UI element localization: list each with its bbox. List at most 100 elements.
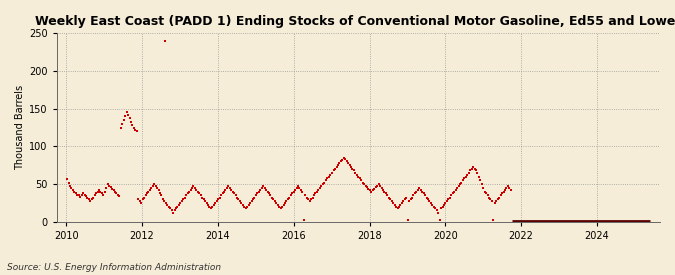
Point [63, 180, 74, 185]
Point [227, 189, 238, 194]
Point [147, 183, 158, 188]
Point [343, 161, 354, 165]
Point [272, 203, 283, 207]
Point [347, 167, 358, 171]
Point [386, 199, 397, 203]
Point [249, 196, 260, 200]
Point [133, 197, 144, 201]
Point [256, 186, 267, 190]
Point [98, 192, 109, 197]
Point [293, 183, 304, 188]
Point [182, 191, 193, 195]
Point [248, 197, 259, 201]
Point [348, 168, 359, 173]
Point [148, 182, 159, 186]
Point [205, 206, 216, 210]
Point [261, 188, 271, 192]
Text: Source: U.S. Energy Information Administration: Source: U.S. Energy Information Administ… [7, 263, 221, 272]
Point [441, 199, 452, 203]
Point [456, 180, 467, 185]
Point [304, 199, 315, 203]
Point [173, 203, 184, 207]
Point [315, 186, 325, 190]
Point [239, 204, 250, 209]
Point [376, 186, 387, 190]
Point [340, 157, 350, 161]
Point [371, 185, 381, 189]
Point [79, 192, 90, 197]
Point [353, 174, 364, 179]
Point [465, 168, 476, 173]
Point [491, 199, 502, 203]
Point [470, 168, 481, 173]
Point [117, 122, 128, 126]
Point [146, 186, 157, 190]
Point [267, 196, 277, 200]
Point [259, 186, 270, 190]
Point [201, 201, 212, 205]
Point [136, 201, 146, 205]
Point [453, 183, 464, 188]
Point [437, 204, 448, 209]
Point [391, 204, 402, 209]
Point [356, 178, 367, 183]
Point [111, 191, 122, 195]
Point [245, 201, 256, 205]
Point [252, 191, 263, 195]
Point [219, 189, 230, 194]
Point [320, 178, 331, 183]
Point [383, 196, 394, 200]
Point [420, 193, 431, 197]
Point [178, 197, 189, 201]
Point [194, 191, 205, 195]
Point [475, 178, 486, 183]
Point [104, 183, 115, 188]
Point [396, 201, 407, 205]
Point [357, 180, 368, 185]
Point [200, 199, 211, 203]
Point [137, 197, 148, 201]
Point [152, 186, 163, 190]
Point [143, 189, 154, 194]
Point [213, 197, 223, 201]
Point [379, 189, 390, 194]
Point [481, 191, 491, 195]
Point [502, 183, 513, 188]
Point [186, 186, 197, 190]
Point [238, 203, 248, 207]
Point [85, 199, 96, 203]
Point [297, 189, 308, 194]
Point [377, 188, 388, 192]
Point [375, 183, 385, 188]
Point [489, 201, 500, 205]
Point [234, 199, 245, 203]
Point [492, 197, 503, 201]
Point [197, 196, 208, 200]
Point [89, 193, 100, 197]
Point [434, 218, 445, 222]
Point [253, 189, 264, 194]
Point [495, 193, 506, 197]
Point [406, 196, 417, 200]
Title: Weekly East Coast (PADD 1) Ending Stocks of Conventional Motor Gasoline, Ed55 an: Weekly East Coast (PADD 1) Ending Stocks… [35, 15, 675, 28]
Point [473, 174, 484, 179]
Point [424, 199, 435, 203]
Point [230, 193, 241, 197]
Point [88, 196, 99, 200]
Point [195, 193, 206, 197]
Point [286, 193, 296, 197]
Point [346, 165, 356, 170]
Point [487, 199, 497, 203]
Point [301, 196, 312, 200]
Point [214, 196, 225, 200]
Point [180, 196, 190, 200]
Point [394, 204, 404, 209]
Point [167, 210, 178, 215]
Point [161, 201, 171, 205]
Point [483, 196, 494, 200]
Point [223, 183, 234, 188]
Point [352, 173, 362, 177]
Point [185, 188, 196, 192]
Point [68, 188, 78, 192]
Point [342, 159, 352, 164]
